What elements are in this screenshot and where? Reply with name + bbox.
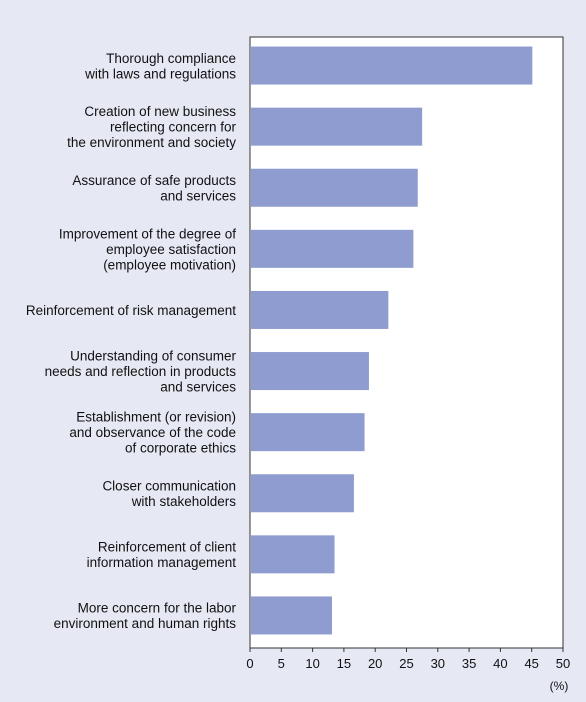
x-tick-label: 45 <box>524 656 538 671</box>
category-labels: Thorough compliance with laws and regulat… <box>26 51 237 631</box>
x-tick-label: 35 <box>462 656 476 671</box>
category-label: Closer communication with stakeholders <box>102 479 236 510</box>
category-label: Reinforcement of client information manag… <box>87 540 237 571</box>
bar <box>251 168 418 207</box>
x-tick-label: 0 <box>246 656 253 671</box>
x-tick-label: 10 <box>305 656 319 671</box>
category-label: Creation of new business reflecting conce… <box>67 104 236 150</box>
bar <box>251 474 354 513</box>
bar <box>251 413 365 452</box>
bar <box>251 352 369 391</box>
category-label: Thorough compliance with laws and regulat… <box>84 51 236 82</box>
x-tick-label: 25 <box>399 656 413 671</box>
bar <box>251 596 333 635</box>
x-tick-label: 40 <box>493 656 507 671</box>
x-axis-ticks: 0 5 10 15 20 25 30 35 40 45 50 <box>246 648 570 671</box>
x-tick-label: 15 <box>337 656 351 671</box>
bar <box>251 290 389 329</box>
category-label: Assurance of safe products and services <box>72 173 236 204</box>
bar <box>251 535 335 574</box>
x-tick-label: 5 <box>278 656 285 671</box>
x-axis-unit: (%) <box>550 679 569 693</box>
bar <box>251 46 533 85</box>
category-label: More concern for the labor environment an… <box>54 601 237 632</box>
x-tick-label: 30 <box>431 656 445 671</box>
x-tick-label: 20 <box>368 656 382 671</box>
category-label: Reinforcement of risk management <box>26 303 236 318</box>
bars <box>251 46 533 635</box>
x-tick-label: 50 <box>556 656 570 671</box>
bar <box>251 229 414 268</box>
category-label: Understanding of consumer needs and refle… <box>45 349 237 395</box>
bar <box>251 107 423 146</box>
category-label: Establishment (or revision) and observanc… <box>69 410 236 456</box>
category-label: Improvement of the degree of employee sat… <box>59 226 236 272</box>
